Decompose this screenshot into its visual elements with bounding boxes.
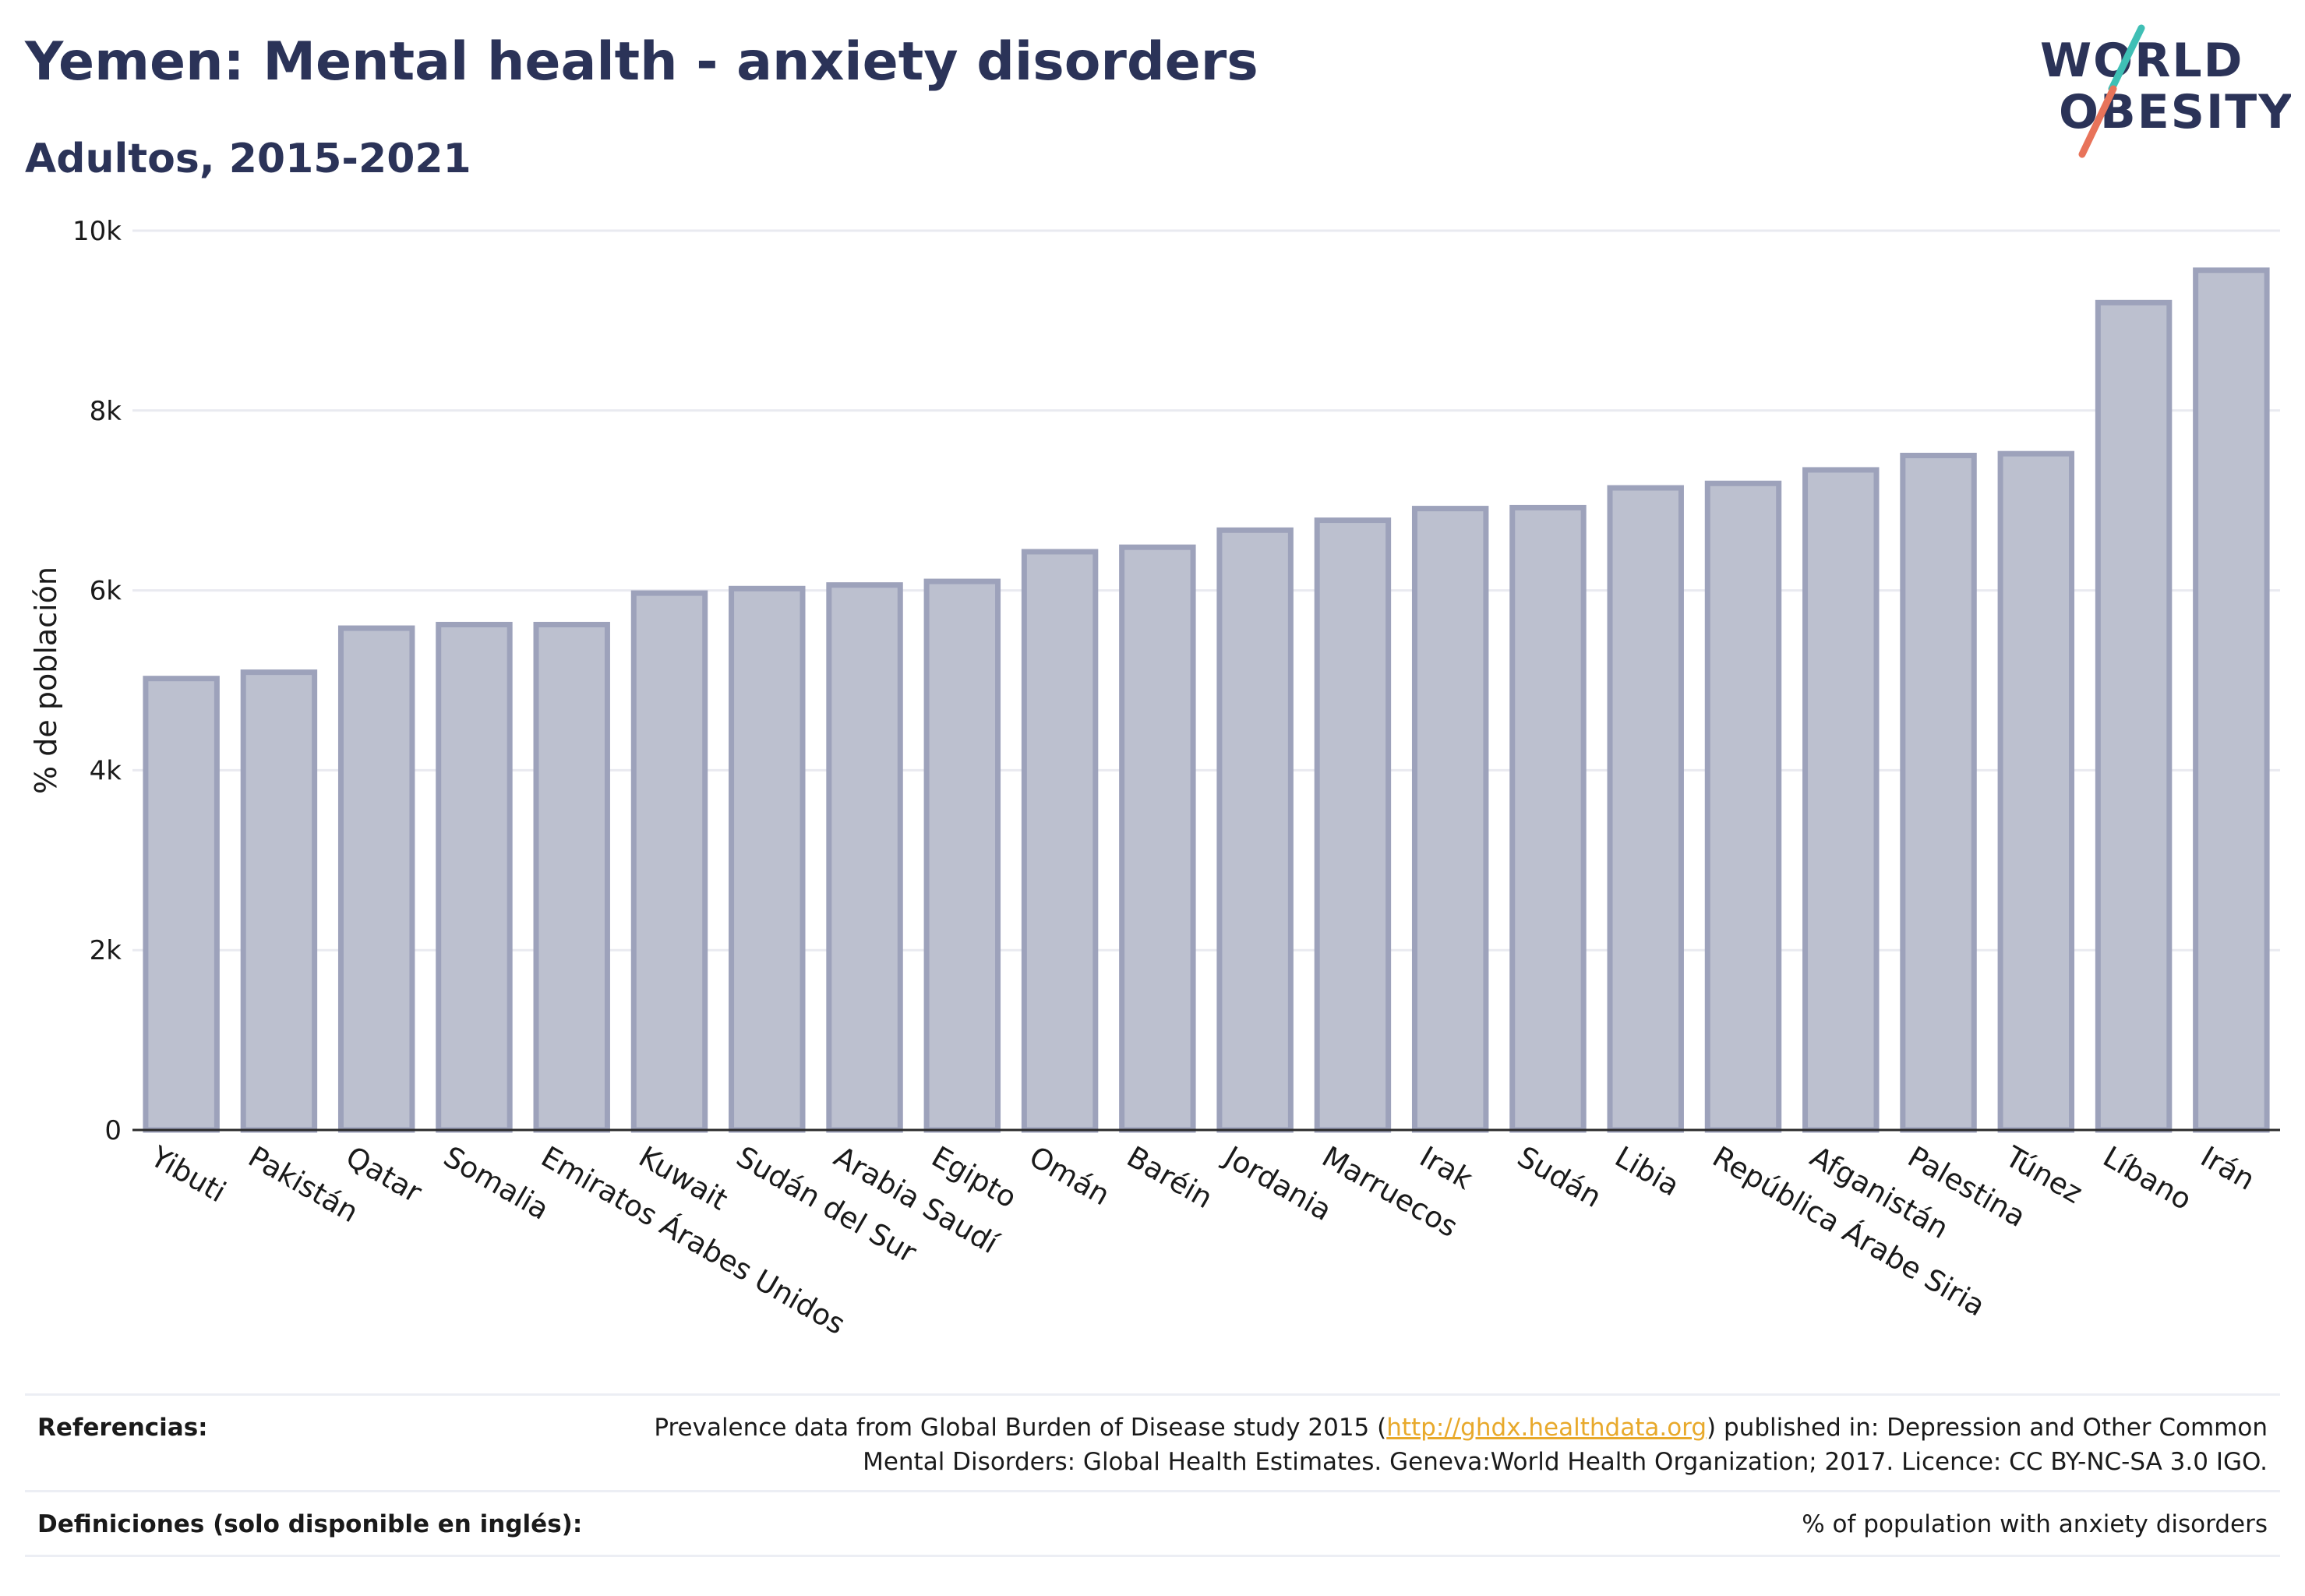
bar [1607,485,1684,1133]
x-tick-label: Somalia [438,1140,555,1227]
references-row: Referencias: Prevalence data from Global… [25,1411,2280,1488]
chart-title: Yemen: Mental health - anxiety disorders [25,31,1258,93]
bar [1216,527,1294,1133]
x-tick-label: Irak [1414,1140,1479,1197]
bar [2193,267,2270,1133]
logo-slash-coral [2078,85,2117,158]
x-tick-label: Yibuti [144,1139,231,1209]
y-axis-label: % de población [29,567,63,794]
x-tick-label: Omán [1024,1140,1116,1213]
world-obesity-logo: WORLD OBESITY [2040,24,2291,158]
bar [630,590,708,1133]
x-tick-label: Pakistán [242,1140,364,1230]
bar [1411,506,1489,1133]
footer-rule-middle [25,1490,2280,1492]
logo-slash-teal [2108,24,2145,93]
bar [2095,299,2173,1133]
bar [729,585,806,1133]
bar-chart: 0 2k 4k 6k 8k 10k % de población Yibuti Pakistán… [29,216,2280,1341]
bar [1021,549,1099,1133]
y-tick-label: 8k [90,396,122,427]
bar [1509,504,1587,1133]
references-link[interactable]: http://ghdx.healthdata.org [1386,1414,1707,1442]
definitions-text: % of population with anxiety disorders [1802,1510,2268,1538]
y-tick-label: 10k [72,216,122,247]
x-tick-label: Libia [1609,1140,1685,1203]
bar [143,676,220,1133]
definitions-row: Definiciones (solo disponible en inglés)… [25,1507,2280,1546]
y-tick-label: 0 [104,1115,122,1146]
bar [533,621,610,1133]
x-tick-label: Irán [2195,1140,2261,1197]
bar [1900,453,1977,1133]
bar [923,578,1001,1133]
references-post: ) published in: Depression and Other Com… [1707,1414,2268,1442]
logo-line2: OBESITY [2059,85,2291,139]
x-tick-label: Jordania [1217,1139,1337,1228]
bar [436,621,513,1133]
bar [1119,544,1196,1133]
bar [1314,517,1392,1133]
references-label: Referencias: [37,1414,208,1442]
references-pre: Prevalence data from Global Burden of Di… [654,1414,1387,1442]
bar [826,582,903,1133]
x-tick-label: Sudán [1512,1140,1607,1215]
y-tick-label: 2k [90,935,122,966]
logo-line1: WORLD [2040,34,2243,88]
y-tick-label: 4k [90,755,122,786]
bar [1997,450,2075,1133]
bar [1704,480,1782,1133]
references-text: Prevalence data from Global Burden of Di… [654,1411,2268,1479]
definitions-label: Definiciones (solo disponible en inglés)… [37,1510,583,1538]
references-line2: Mental Disorders: Global Health Estimate… [863,1448,2268,1476]
chart-subtitle: Adultos, 2015-2021 [25,136,471,182]
bar [337,625,415,1133]
bar [240,669,318,1133]
bar [1802,467,1880,1133]
x-tick-label: Líbano [2098,1140,2197,1217]
footer-rule-top [25,1393,2280,1396]
footer-rule-bottom [25,1555,2280,1557]
y-tick-label: 6k [90,576,122,607]
x-tick-label: Baréin [1121,1140,1219,1216]
